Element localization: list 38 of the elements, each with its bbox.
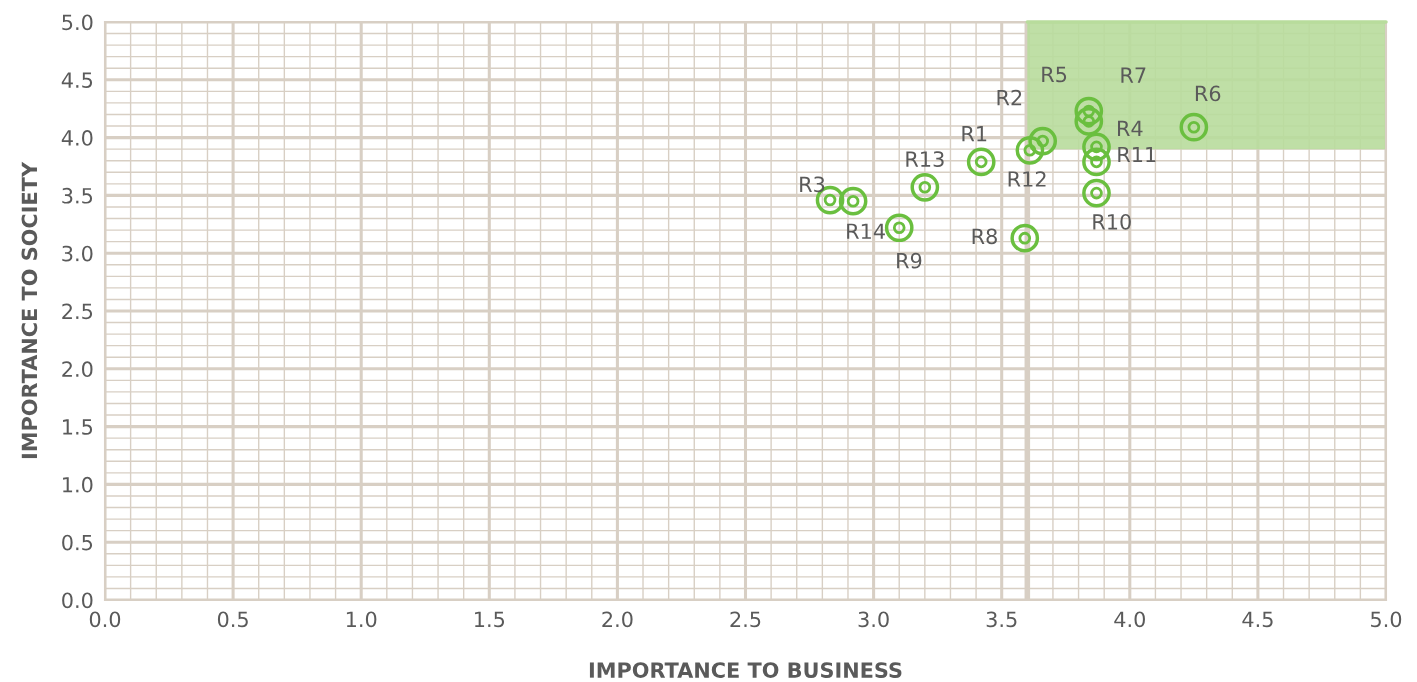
- y-tick-label: 4.5: [61, 72, 93, 89]
- y-tick-label: 1.5: [63, 419, 93, 435]
- annotation: R7: [1121, 67, 1146, 83]
- x-tick-label: 2.0: [602, 611, 633, 628]
- x-tick-label: 1.5: [475, 611, 505, 628]
- x-tick-label: 0.0: [89, 611, 121, 628]
- annotation: R12: [1008, 171, 1046, 187]
- y-tick-label: 0.0: [62, 592, 93, 609]
- x-tick-label: 3.5: [986, 611, 1017, 628]
- x-tick-label: 3.0: [858, 611, 889, 628]
- y-tick-label: 3.0: [62, 245, 93, 262]
- annotation: R9: [897, 252, 922, 269]
- annotation: R5: [1042, 66, 1067, 83]
- annotation: R10: [1093, 213, 1131, 230]
- x-tick-label: 0.5: [217, 611, 248, 628]
- annotation: R4: [1118, 120, 1143, 136]
- y-tick-label: 3.5: [62, 187, 93, 204]
- y-tick-label: 1.0: [63, 476, 93, 493]
- annotation: R8: [972, 228, 997, 245]
- annotation: R13: [906, 151, 944, 167]
- y-tick-label: 2.5: [62, 303, 93, 320]
- x-tick-label: 5.0: [1371, 611, 1402, 628]
- y-tick-label: 0.5: [62, 534, 93, 551]
- annotation: R14: [847, 223, 885, 239]
- annotation: R11: [1118, 146, 1156, 163]
- annotation: R6: [1195, 85, 1221, 102]
- x-axis-title: IMPORTANCE TO BUSINESS: [589, 662, 902, 678]
- x-tick-label: 2.5: [730, 611, 761, 628]
- x-tick-label: 1.0: [346, 611, 377, 628]
- y-axis-title: IMPORTANCE TO SOCIETY: [21, 161, 38, 459]
- x-tick-label: 4.0: [1114, 611, 1145, 628]
- y-tick-label: 5.0: [62, 14, 93, 31]
- annotation: R3: [800, 176, 825, 193]
- y-tick-label: 2.0: [62, 361, 93, 378]
- x-tick-label: 4.5: [1242, 611, 1273, 628]
- annotation: R1: [962, 126, 987, 142]
- annotation: R2: [997, 89, 1022, 106]
- y-tick-label: 4.0: [61, 130, 93, 146]
